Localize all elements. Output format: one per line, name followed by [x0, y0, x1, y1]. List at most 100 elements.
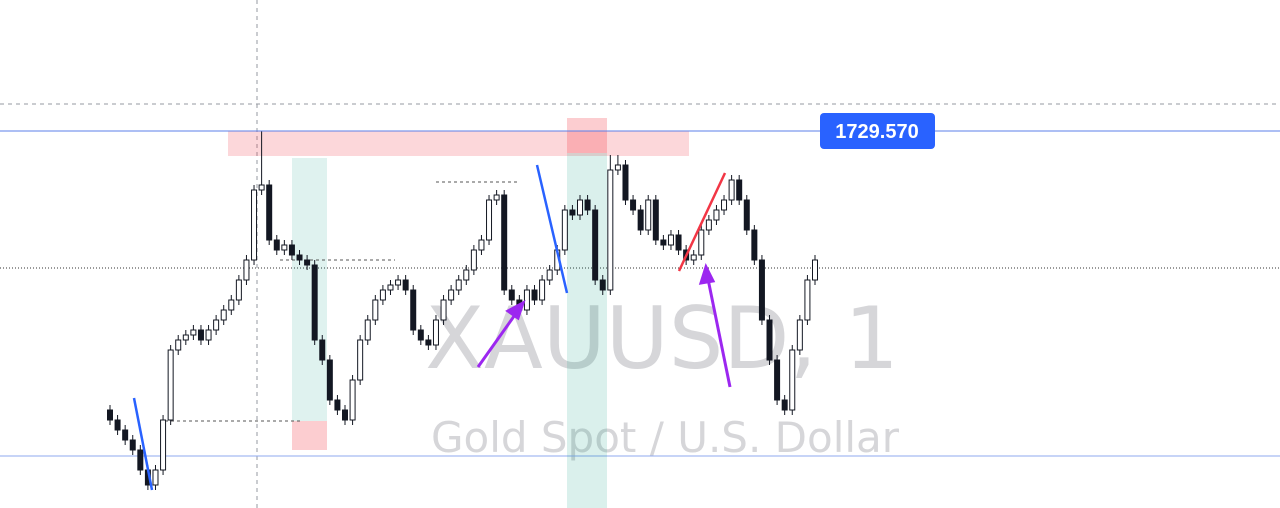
trend-line: [677, 172, 727, 272]
candle-body: [190, 329, 197, 336]
candle-body: [523, 289, 530, 311]
candle-body: [599, 279, 606, 291]
candle-body: [463, 269, 470, 281]
candle-body: [402, 279, 409, 291]
candle-body: [137, 449, 144, 471]
candle-body: [622, 164, 629, 201]
candle-body: [288, 244, 295, 256]
candle-body: [493, 194, 500, 201]
candle-body: [160, 419, 167, 471]
candle-body: [789, 349, 796, 411]
candle-body: [751, 229, 758, 261]
candle-body: [486, 199, 493, 241]
candle-body: [766, 319, 773, 361]
candle-body: [577, 199, 583, 216]
candle-body: [531, 289, 538, 301]
candles: [107, 131, 818, 490]
candle-body: [796, 319, 803, 351]
candle-body: [675, 234, 682, 251]
candle-body: [175, 339, 182, 351]
candle-body: [258, 184, 265, 191]
candle-body: [251, 189, 258, 261]
candle-body: [205, 329, 212, 341]
watermark-name: Gold Spot / U.S. Dollar: [431, 413, 900, 462]
candle-body: [296, 254, 303, 261]
candle-body: [364, 319, 371, 341]
candle-body: [410, 289, 417, 331]
candle-body: [501, 194, 508, 291]
candle-body: [713, 209, 720, 221]
candle-body: [569, 209, 576, 216]
zone: [228, 131, 689, 156]
candle-body: [592, 209, 599, 281]
candle-body: [812, 259, 818, 281]
candle-body: [584, 199, 591, 211]
candle-body: [197, 329, 204, 341]
candle-body: [304, 259, 311, 266]
stop-zone: [567, 118, 607, 153]
candle-body: [546, 269, 553, 281]
candle-body: [705, 219, 712, 231]
arrow-head: [505, 299, 526, 321]
candle-body: [455, 279, 462, 291]
candle-body: [129, 439, 136, 451]
candle-body: [698, 229, 705, 256]
candle-body: [758, 259, 765, 321]
arrow: [476, 311, 519, 368]
long-position: [292, 158, 327, 421]
candle-body: [235, 279, 242, 301]
candle-body: [228, 299, 235, 311]
candle-body: [614, 164, 621, 171]
arrow-head: [698, 263, 716, 285]
candle-body: [243, 259, 250, 281]
candle-body: [311, 264, 318, 341]
candle-body: [122, 429, 129, 441]
trend-line: [535, 164, 569, 294]
candle-body: [152, 469, 159, 486]
candle-body: [379, 289, 386, 301]
candle-body: [266, 184, 273, 241]
stop-zone: [292, 421, 327, 450]
candle-body: [357, 339, 364, 381]
candle-body: [114, 419, 121, 431]
watermark-symbol: XAUUSD, 1: [425, 289, 899, 389]
candle-body: [804, 279, 811, 321]
candle-body: [774, 359, 781, 401]
candle-body: [107, 409, 113, 421]
arrow: [706, 278, 732, 388]
candle-body: [334, 399, 341, 411]
price-line-group: 1729.570: [0, 113, 1280, 149]
candle-body: [743, 199, 750, 231]
candle-body: [607, 169, 614, 291]
candle-body: [395, 279, 402, 286]
candle-body: [667, 234, 674, 246]
price-label: 1729.570: [835, 121, 918, 143]
candle-body: [721, 199, 728, 211]
candle-body: [539, 279, 546, 301]
candle-body: [630, 199, 637, 211]
candle-body: [342, 409, 348, 421]
trend-line: [132, 397, 154, 491]
candle-body: [372, 299, 379, 321]
price-badge: [820, 113, 935, 149]
candle-body: [182, 334, 189, 341]
candle-body: [660, 239, 667, 246]
candle-body: [387, 284, 394, 291]
arrows: [476, 263, 732, 388]
candle-body: [425, 339, 432, 346]
candle-body: [478, 239, 485, 251]
candle-body: [167, 349, 174, 421]
candle-body: [781, 399, 788, 411]
candle-body: [440, 299, 447, 321]
candle-body: [736, 179, 743, 201]
candle-body: [728, 179, 735, 201]
candle-body: [508, 289, 515, 301]
candle-body: [326, 359, 333, 401]
candle-body: [220, 309, 227, 321]
candle-body: [213, 319, 220, 331]
candle-body: [652, 199, 659, 241]
candle-body: [319, 339, 326, 361]
candle-body: [690, 254, 697, 261]
